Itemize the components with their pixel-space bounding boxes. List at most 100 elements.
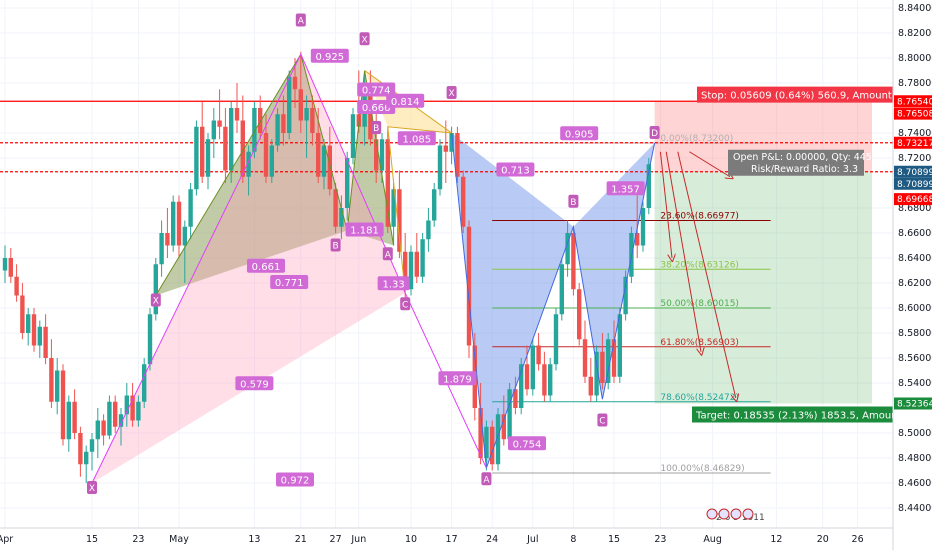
y-tick-label: 8.60000 [898,303,932,314]
harmonic-fill-pattern-1 [347,70,394,246]
candle-body [89,439,95,452]
pattern-ratio-box [397,131,436,146]
projection-arrow [689,151,730,177]
candle-body [333,189,338,227]
candle-body [548,364,553,396]
candle-body [263,133,269,177]
candle-body [542,364,547,396]
candle-body [397,189,402,252]
pattern-ratio-label: 0.814 [391,97,420,108]
fib-label: 100.00%(8.46829) [660,464,744,474]
candle-body [229,108,234,171]
pattern-ratio-label: 0.666 [362,103,391,114]
pattern-ratio-box [357,100,396,114]
candle-body [165,233,170,246]
x-tick-label: May [169,534,189,545]
pattern-ratio-label: 1.085 [402,134,431,145]
pattern-ratio-box [235,376,274,391]
candle-body [426,220,431,240]
fib-label: 23.60%(8.66977) [660,212,739,222]
pattern-point-label: B [333,242,339,252]
harmonic-fill-pattern-3 [573,143,655,400]
candle-body [403,251,408,290]
pattern-point-label: C [599,417,605,427]
candle-body [327,145,332,190]
candle-body [321,145,327,177]
target-label: Target: 0.18535 (2.13%) 1853.5, Amount: … [695,411,932,422]
stop-label-box [697,86,893,103]
candle-body [449,133,454,152]
y-tick-label: 8.46000 [898,478,932,489]
candle-body [513,389,518,408]
candle-body [524,364,530,390]
y-tick-label: 8.50000 [898,428,932,439]
candle-body [66,401,71,440]
candle-body [194,126,199,190]
candle-body [43,326,48,358]
candle-body [432,189,437,221]
y-tick-label: 8.72000 [898,153,932,164]
pattern-ratio-label: 0.771 [275,278,304,289]
x-tick-label: 17 [446,534,458,545]
candle-body [600,351,605,383]
candle-body [281,114,286,133]
pattern-point-label: X [153,297,159,307]
pattern-ratio-box [357,82,396,97]
candle-body [287,76,292,133]
pattern-point-label: B [570,198,576,208]
candle-body [269,145,274,177]
candle-body [240,120,245,177]
candle-body [200,126,205,177]
candle-body [84,451,89,465]
candle-body [316,133,321,177]
pattern-point-label: A [385,250,392,260]
candle-body [345,158,350,208]
candle-body [124,395,129,415]
candle-body [20,295,25,333]
candle-body [31,314,37,346]
pattern-point-box [568,194,579,208]
pattern-ratio-box [276,472,314,487]
candle-body [176,201,182,246]
candle-body [118,414,124,427]
y-tick-label: 8.56000 [898,353,932,364]
y-tick-label: 8.44000 [898,503,932,514]
candle-body [519,364,524,408]
candle-body [420,239,425,277]
candle-body [107,401,112,436]
candle-body [217,120,222,127]
pattern-ratio-box [247,258,285,273]
candle-body [258,108,263,133]
price-badge-box [894,193,932,206]
candle-body [8,258,13,277]
candle-body [588,376,593,396]
candle-body [159,233,164,265]
price-badge-label: 8.76540 [897,97,932,107]
pattern-ratio-box [508,436,546,451]
pattern-point-box [371,121,382,134]
y-tick-label: 8.68000 [898,203,932,214]
candle-body [408,251,414,290]
y-tick-label: 8.66000 [898,228,932,239]
candle-body [617,314,622,377]
pattern-point-box [597,413,608,427]
candle-body [478,408,483,458]
candle-body [350,114,356,158]
candle-body [582,339,588,377]
pattern-ratio-label: 1.181 [350,226,379,237]
pattern-point-label: X [89,484,95,494]
candle-body [130,395,135,421]
y-tick-label: 8.84000 [898,3,932,14]
candle-body [606,339,611,383]
pattern-point-label: A [483,475,490,485]
candle-body [78,433,83,465]
pattern-ratio-label: 1.33 [382,279,404,290]
pattern-ratio-label: 0.754 [513,439,542,450]
y-tick-label: 8.58000 [898,328,932,339]
plot-area: 0.00%(8.73200) 23.60%(8.66977) 38.20%(8.63… [0,0,932,528]
candle-body [461,176,466,227]
pnl-label: Open P&L: 0.00000, Qty: 4457 [733,152,878,163]
x-tick-label: Jul [526,534,538,545]
pattern-point-label: B [373,124,379,134]
